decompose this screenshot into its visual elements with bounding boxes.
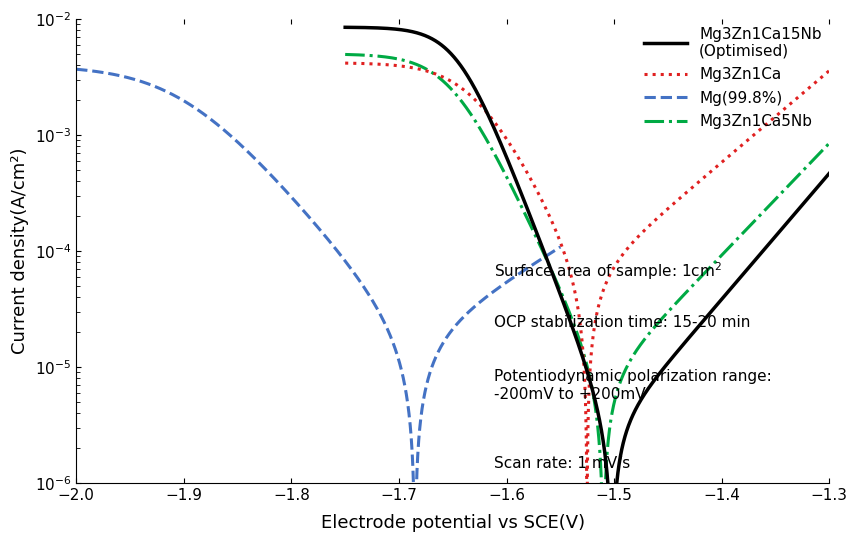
Y-axis label: Current density(A/cm²): Current density(A/cm²) xyxy=(11,148,29,354)
Text: Surface area of sample: 1cm$^2$: Surface area of sample: 1cm$^2$ xyxy=(494,261,722,282)
Text: Scan rate: 1 mV/s: Scan rate: 1 mV/s xyxy=(494,456,631,471)
Text: Potentiodynamic polarization range:
-200mV to +200mV: Potentiodynamic polarization range: -200… xyxy=(494,369,771,402)
Legend: Mg3Zn1Ca15Nb
(Optimised), Mg3Zn1Ca, Mg(99.8%), Mg3Zn1Ca5Nb: Mg3Zn1Ca15Nb (Optimised), Mg3Zn1Ca, Mg(9… xyxy=(644,27,822,129)
Text: OCP stabilization time: 15-20 min: OCP stabilization time: 15-20 min xyxy=(494,315,750,330)
X-axis label: Electrode potential vs SCE(V): Electrode potential vs SCE(V) xyxy=(320,514,585,532)
